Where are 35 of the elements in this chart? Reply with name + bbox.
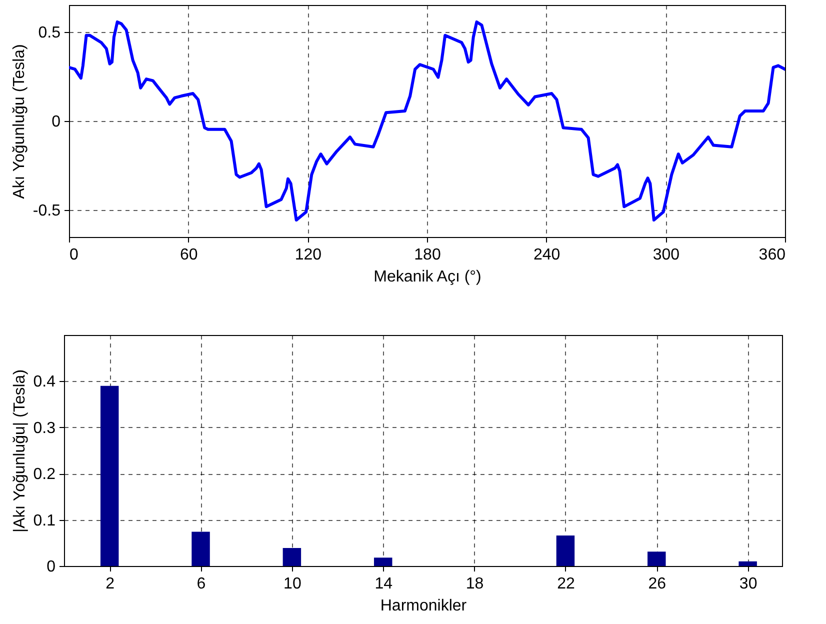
x-axis-title: Mekanik Açı (°) xyxy=(374,268,482,286)
x-tick-label: 6 xyxy=(196,576,206,592)
bar xyxy=(738,561,757,566)
x-tick-label: 30 xyxy=(739,576,758,592)
y-tick-label: 0 xyxy=(46,558,56,576)
y-tick-label: 0.1 xyxy=(33,512,56,530)
x-tick-label: 18 xyxy=(466,576,484,592)
line-series xyxy=(69,20,785,222)
x-tick-label: 300 xyxy=(652,246,680,264)
bar xyxy=(282,548,302,566)
bar xyxy=(192,532,210,566)
x-tick-label: 26 xyxy=(648,576,666,592)
y-tick-label: 0.4 xyxy=(33,374,56,391)
bar xyxy=(648,552,666,566)
x-tick-label: 0 xyxy=(70,246,78,264)
x-tick-label: 60 xyxy=(180,246,198,264)
x-tick-label: 14 xyxy=(374,576,393,592)
y-axis-title: Akı Yoğunluğu (Tesla) xyxy=(10,44,28,199)
y-tick-label: 0 xyxy=(52,114,61,130)
y-tick-label: 0.5 xyxy=(38,24,61,42)
y-axis-title: |Akı Yoğunluğu| (Tesla) xyxy=(11,369,28,533)
bar xyxy=(100,386,119,566)
x-tick-label: 360 xyxy=(758,246,786,264)
x-tick-label: 180 xyxy=(414,246,441,264)
y-tick-label: 0.3 xyxy=(33,420,56,437)
y-tick-label: -0.5 xyxy=(32,202,61,220)
y-tick-label: 0.2 xyxy=(33,466,56,484)
x-tick-label: 2 xyxy=(106,576,115,592)
x-axis-title: Harmonikler xyxy=(380,598,468,614)
x-tick-label: 120 xyxy=(294,246,322,264)
x-tick-label: 240 xyxy=(533,246,560,264)
bar xyxy=(556,536,575,566)
x-tick-label: 22 xyxy=(557,576,575,592)
bar xyxy=(374,558,392,566)
x-tick-label: 10 xyxy=(284,576,302,592)
